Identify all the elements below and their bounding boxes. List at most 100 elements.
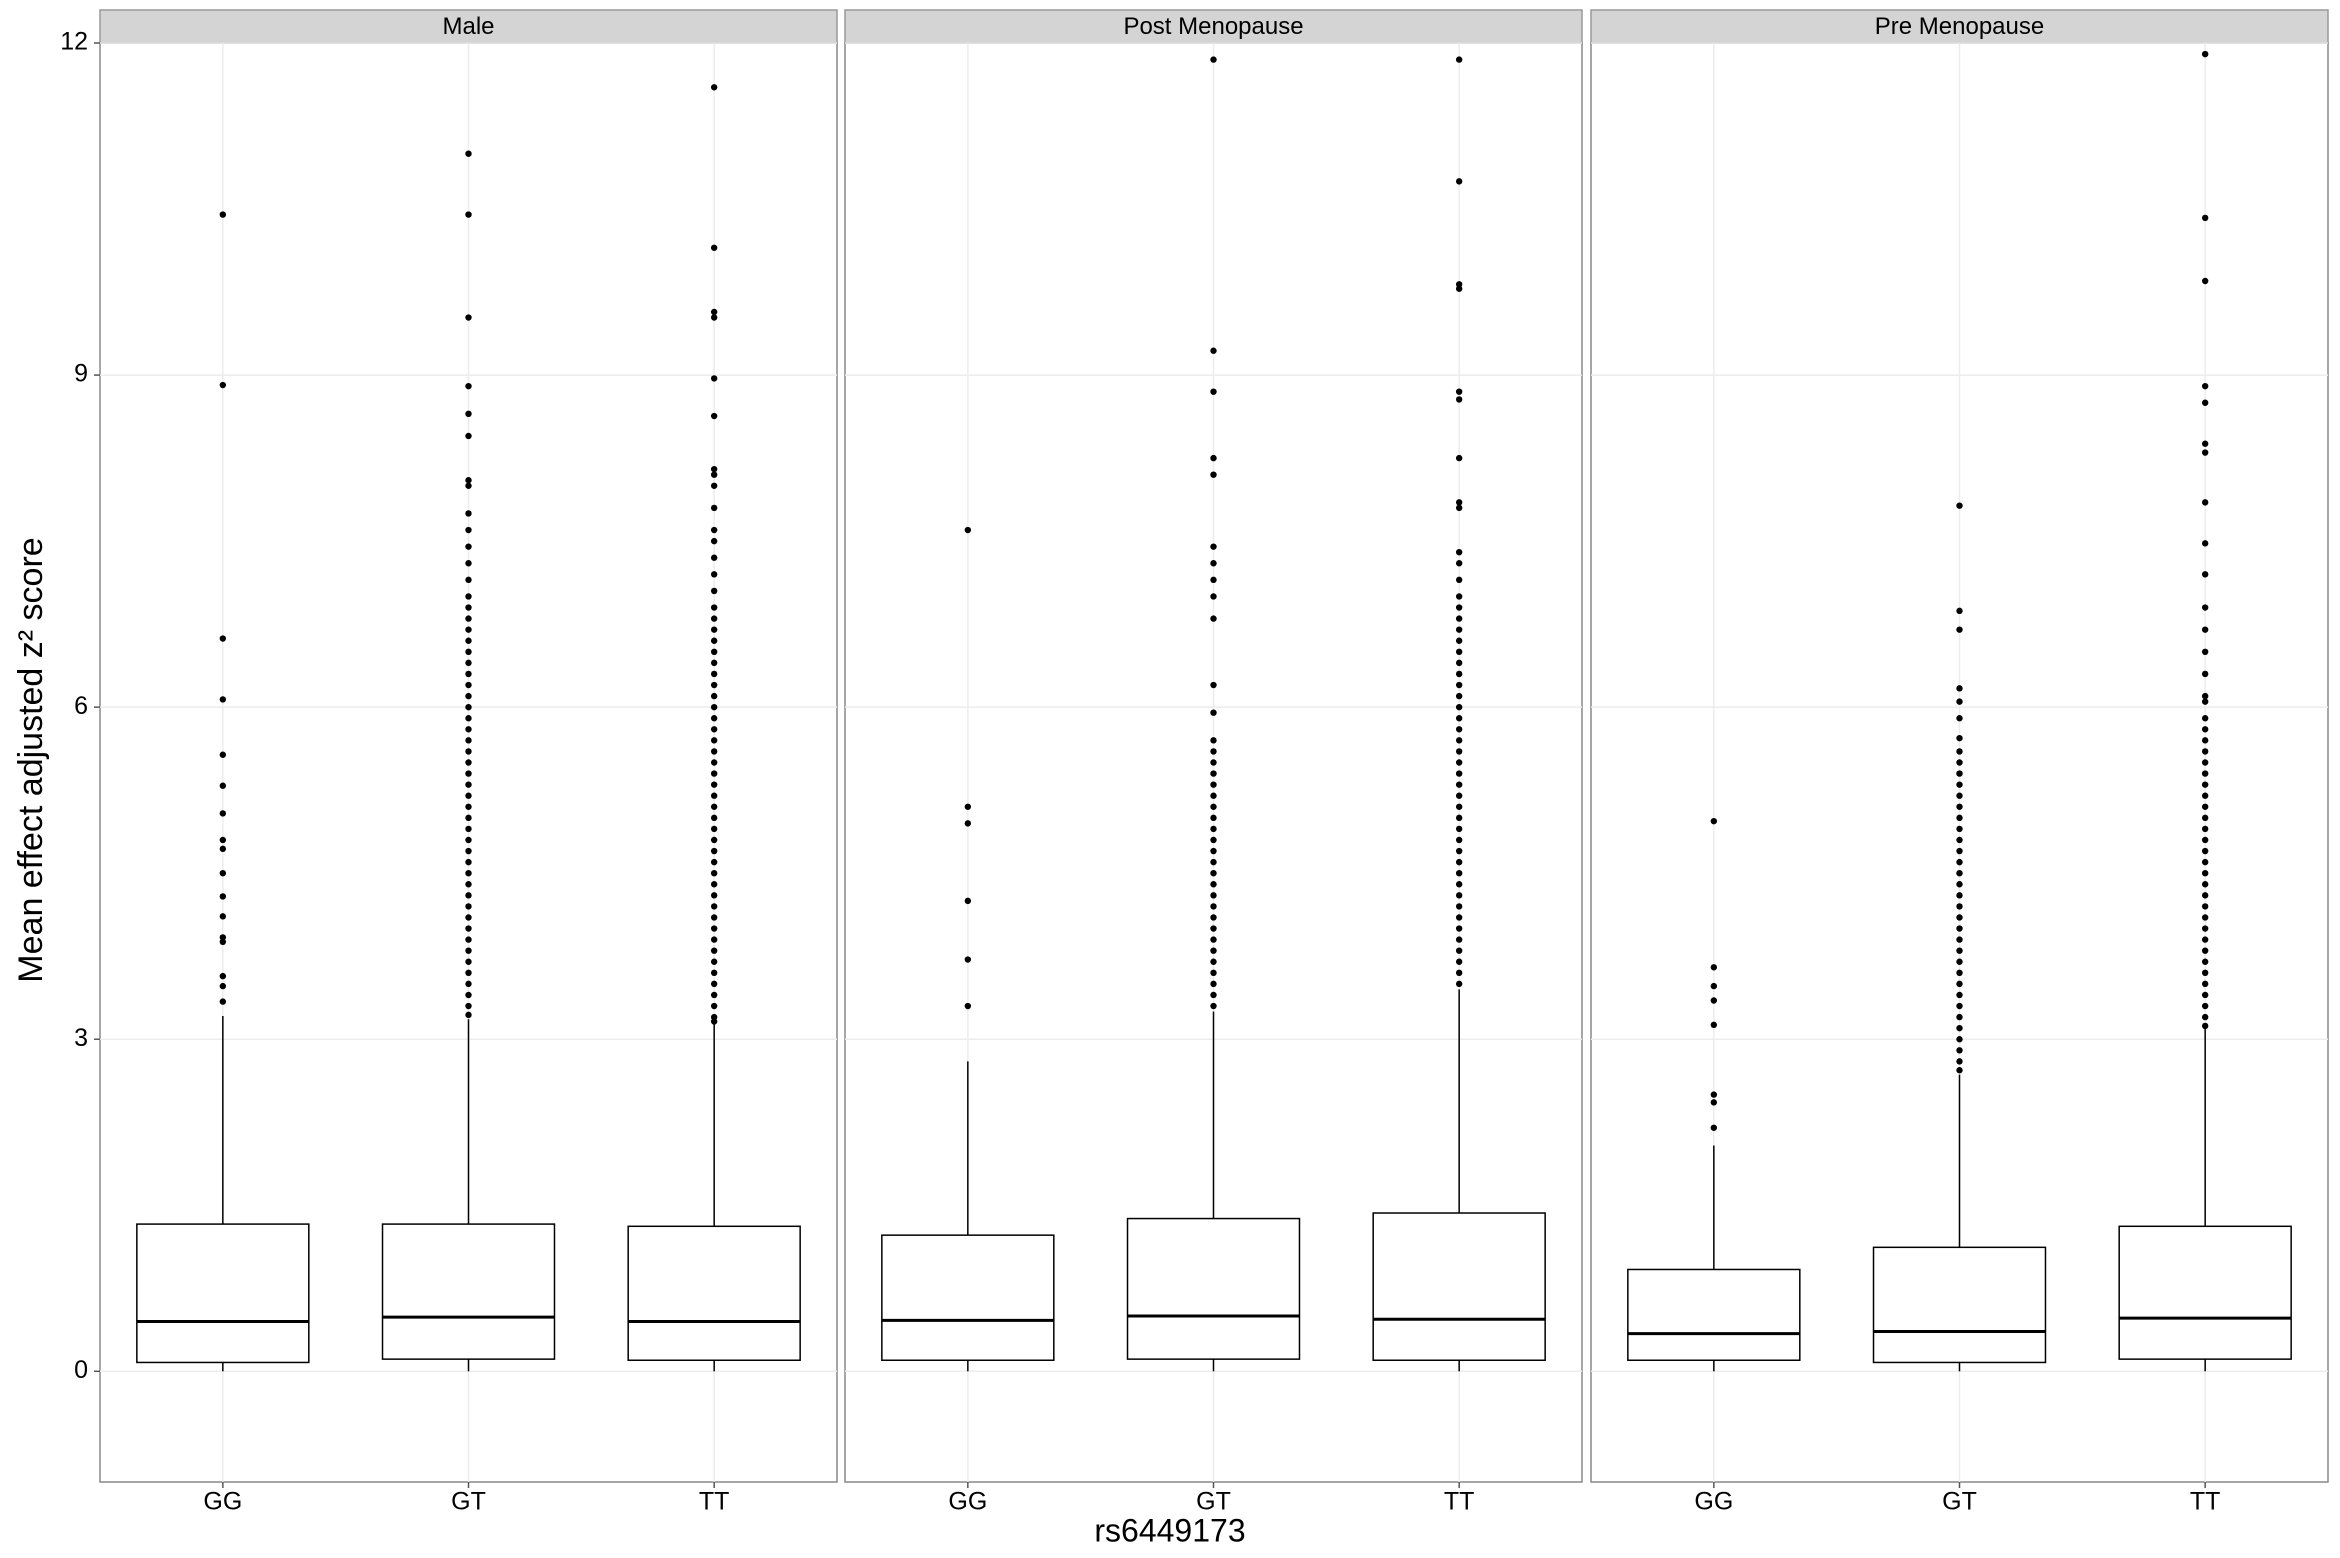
outlier bbox=[710, 571, 718, 578]
outlier bbox=[1210, 388, 1217, 395]
outlier bbox=[1210, 1002, 1217, 1010]
outlier bbox=[1455, 548, 1463, 556]
outlier bbox=[1956, 947, 1963, 954]
outlier bbox=[465, 825, 472, 833]
outlier bbox=[2201, 715, 2209, 722]
outlier bbox=[1455, 770, 1463, 777]
outlier bbox=[1210, 803, 1217, 810]
outlier bbox=[1710, 964, 1718, 971]
outlier bbox=[1956, 1067, 1963, 1074]
outlier bbox=[1455, 726, 1463, 733]
outlier bbox=[710, 526, 718, 534]
outlier bbox=[710, 308, 718, 316]
outlier bbox=[1210, 869, 1217, 877]
outlier bbox=[465, 543, 472, 550]
outlier bbox=[1956, 607, 1963, 615]
outlier bbox=[219, 913, 227, 920]
outlier bbox=[465, 477, 472, 484]
x-tick-label: GG bbox=[948, 1488, 987, 1516]
outlier bbox=[1956, 814, 1963, 822]
outlier bbox=[465, 703, 472, 711]
box bbox=[627, 1225, 801, 1361]
box bbox=[381, 1223, 556, 1360]
outlier bbox=[1956, 698, 1963, 705]
box bbox=[881, 1234, 1055, 1361]
outlier bbox=[710, 1013, 718, 1021]
outlier bbox=[710, 958, 718, 965]
outlier bbox=[1956, 626, 1963, 633]
outlier bbox=[710, 892, 718, 899]
outlier bbox=[710, 412, 718, 420]
x-tick-label: GG bbox=[1694, 1488, 1733, 1516]
outlier bbox=[1210, 847, 1217, 855]
outlier bbox=[1455, 560, 1463, 567]
outlier bbox=[2201, 892, 2209, 899]
facet-title: Male bbox=[442, 13, 494, 40]
outlier bbox=[710, 554, 718, 561]
outlier bbox=[1210, 770, 1217, 777]
outlier bbox=[1210, 543, 1217, 550]
outlier bbox=[219, 381, 227, 389]
outlier bbox=[465, 869, 472, 877]
outlier bbox=[465, 969, 472, 977]
outlier bbox=[1455, 759, 1463, 766]
outlier bbox=[465, 692, 472, 700]
outlier bbox=[2201, 881, 2209, 888]
outlier bbox=[1210, 781, 1217, 788]
outlier bbox=[1210, 825, 1217, 833]
outlier bbox=[1455, 615, 1463, 622]
outlier bbox=[465, 726, 472, 733]
outlier bbox=[710, 1002, 718, 1010]
x-tick-label: TT bbox=[1444, 1488, 1475, 1516]
outlier bbox=[710, 587, 718, 595]
outlier bbox=[465, 382, 472, 390]
outlier bbox=[2201, 991, 2209, 999]
outlier bbox=[1710, 997, 1718, 1004]
outlier bbox=[1455, 814, 1463, 822]
outlier bbox=[710, 980, 718, 988]
outlier bbox=[1210, 792, 1217, 799]
outlier bbox=[1210, 56, 1217, 63]
outlier bbox=[1956, 903, 1963, 910]
outlier bbox=[964, 897, 972, 905]
strip bbox=[844, 9, 1583, 44]
outlier bbox=[1210, 681, 1217, 689]
outlier bbox=[710, 604, 718, 611]
outlier bbox=[1956, 1036, 1963, 1043]
outlier bbox=[1210, 892, 1217, 899]
outlier bbox=[1956, 881, 1963, 888]
outlier bbox=[1210, 560, 1217, 567]
outlier bbox=[710, 726, 718, 733]
outlier bbox=[2201, 803, 2209, 810]
outlier bbox=[1210, 958, 1217, 965]
outlier bbox=[465, 526, 472, 534]
outlier bbox=[710, 914, 718, 921]
outlier bbox=[465, 892, 472, 899]
outlier bbox=[2201, 449, 2209, 456]
outlier bbox=[2201, 571, 2209, 578]
outlier bbox=[2201, 836, 2209, 844]
outlier bbox=[710, 504, 718, 512]
outlier bbox=[710, 847, 718, 855]
y-tick-label: 6 bbox=[74, 692, 88, 720]
outlier bbox=[465, 847, 472, 855]
outlier bbox=[1455, 958, 1463, 965]
outlier bbox=[1956, 502, 1963, 509]
outlier bbox=[2201, 914, 2209, 921]
outlier bbox=[1956, 991, 1963, 999]
outlier bbox=[465, 947, 472, 954]
outlier bbox=[465, 737, 472, 744]
outlier bbox=[2201, 980, 2209, 988]
outlier bbox=[1455, 388, 1463, 395]
outlier bbox=[2201, 50, 2209, 58]
y-tick-label: 12 bbox=[60, 28, 88, 56]
outlier bbox=[465, 150, 472, 157]
outlier bbox=[1210, 969, 1217, 977]
outlier bbox=[2201, 792, 2209, 799]
outlier bbox=[710, 792, 718, 799]
x-tick-label: GT bbox=[451, 1488, 486, 1516]
outlier bbox=[1455, 781, 1463, 788]
outlier bbox=[2201, 858, 2209, 866]
x-tick-label: GG bbox=[203, 1488, 242, 1516]
